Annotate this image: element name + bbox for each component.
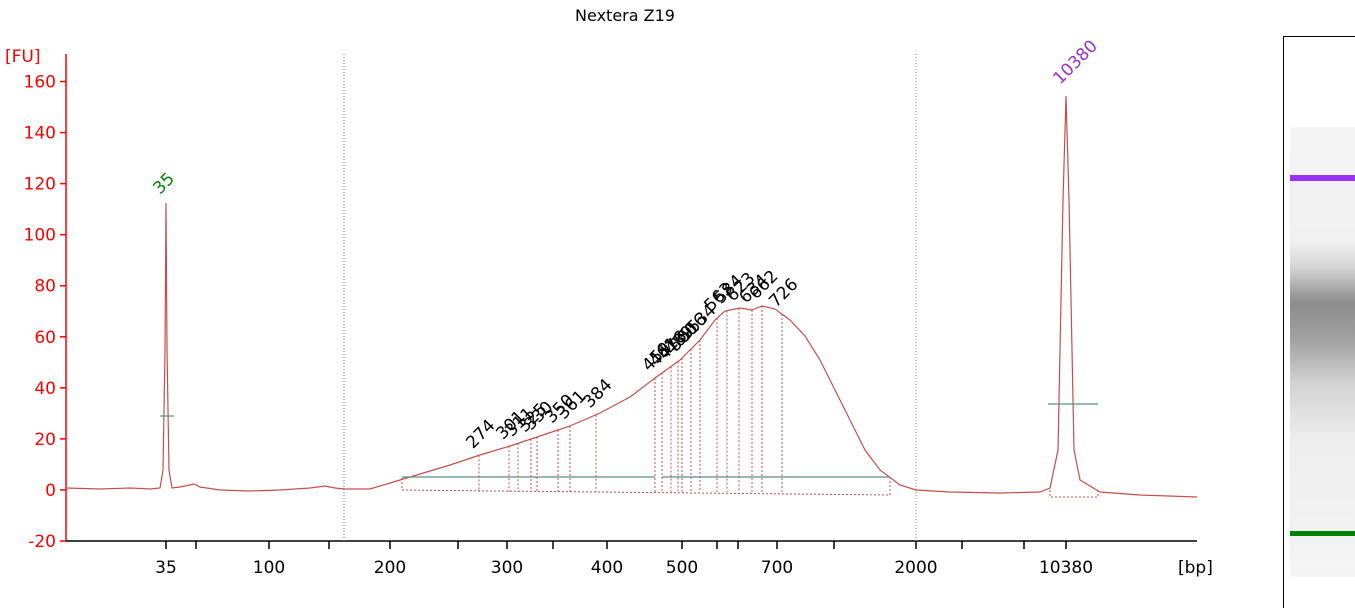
integration-region: [1049, 488, 1099, 498]
y-tick-label: 140: [24, 124, 56, 144]
chart-title: Nextera Z19: [575, 6, 675, 25]
y-tick-label: 80: [34, 277, 56, 297]
x-tick-label: 500: [666, 558, 698, 578]
gel-lane: [1290, 127, 1355, 577]
x-tick-label: 100: [253, 558, 285, 578]
electropherogram-trace: [65, 95, 1198, 498]
x-tick-label: 300: [491, 558, 523, 578]
peak-label: 274: [462, 416, 499, 453]
y-tick-label: 100: [24, 226, 56, 246]
x-tick-label: 200: [374, 558, 406, 578]
x-tick-label: 700: [761, 558, 793, 578]
x-tick-label: 35: [155, 558, 177, 578]
gel-image: [1283, 36, 1355, 608]
y-tick-label: 0: [45, 481, 56, 501]
gel-upper-marker-band: [1290, 175, 1355, 181]
x-tick-label: 10380: [1039, 558, 1093, 578]
x-tick-label: 2000: [894, 558, 937, 578]
x-tick-label: 400: [591, 558, 623, 578]
y-tick-label: 120: [24, 175, 56, 195]
y-tick-label: 40: [34, 379, 56, 399]
electropherogram-chart: -20 0 20 40 60 80 100 120 140 160 [FU] 35 100 200 300 4…: [5, 36, 1213, 578]
integration-region: [401, 478, 891, 496]
y-tick-label: -20: [28, 532, 56, 552]
y-tick-label: 160: [24, 73, 56, 93]
marker-label: 10380: [1049, 36, 1101, 88]
y-axis-label: [FU]: [5, 47, 41, 67]
marker-label: 35: [149, 169, 178, 198]
y-tick-label: 60: [34, 328, 56, 348]
gel-lower-marker-band: [1290, 531, 1355, 536]
y-tick-label: 20: [34, 430, 56, 450]
x-axis-label: [bp]: [1178, 558, 1213, 578]
